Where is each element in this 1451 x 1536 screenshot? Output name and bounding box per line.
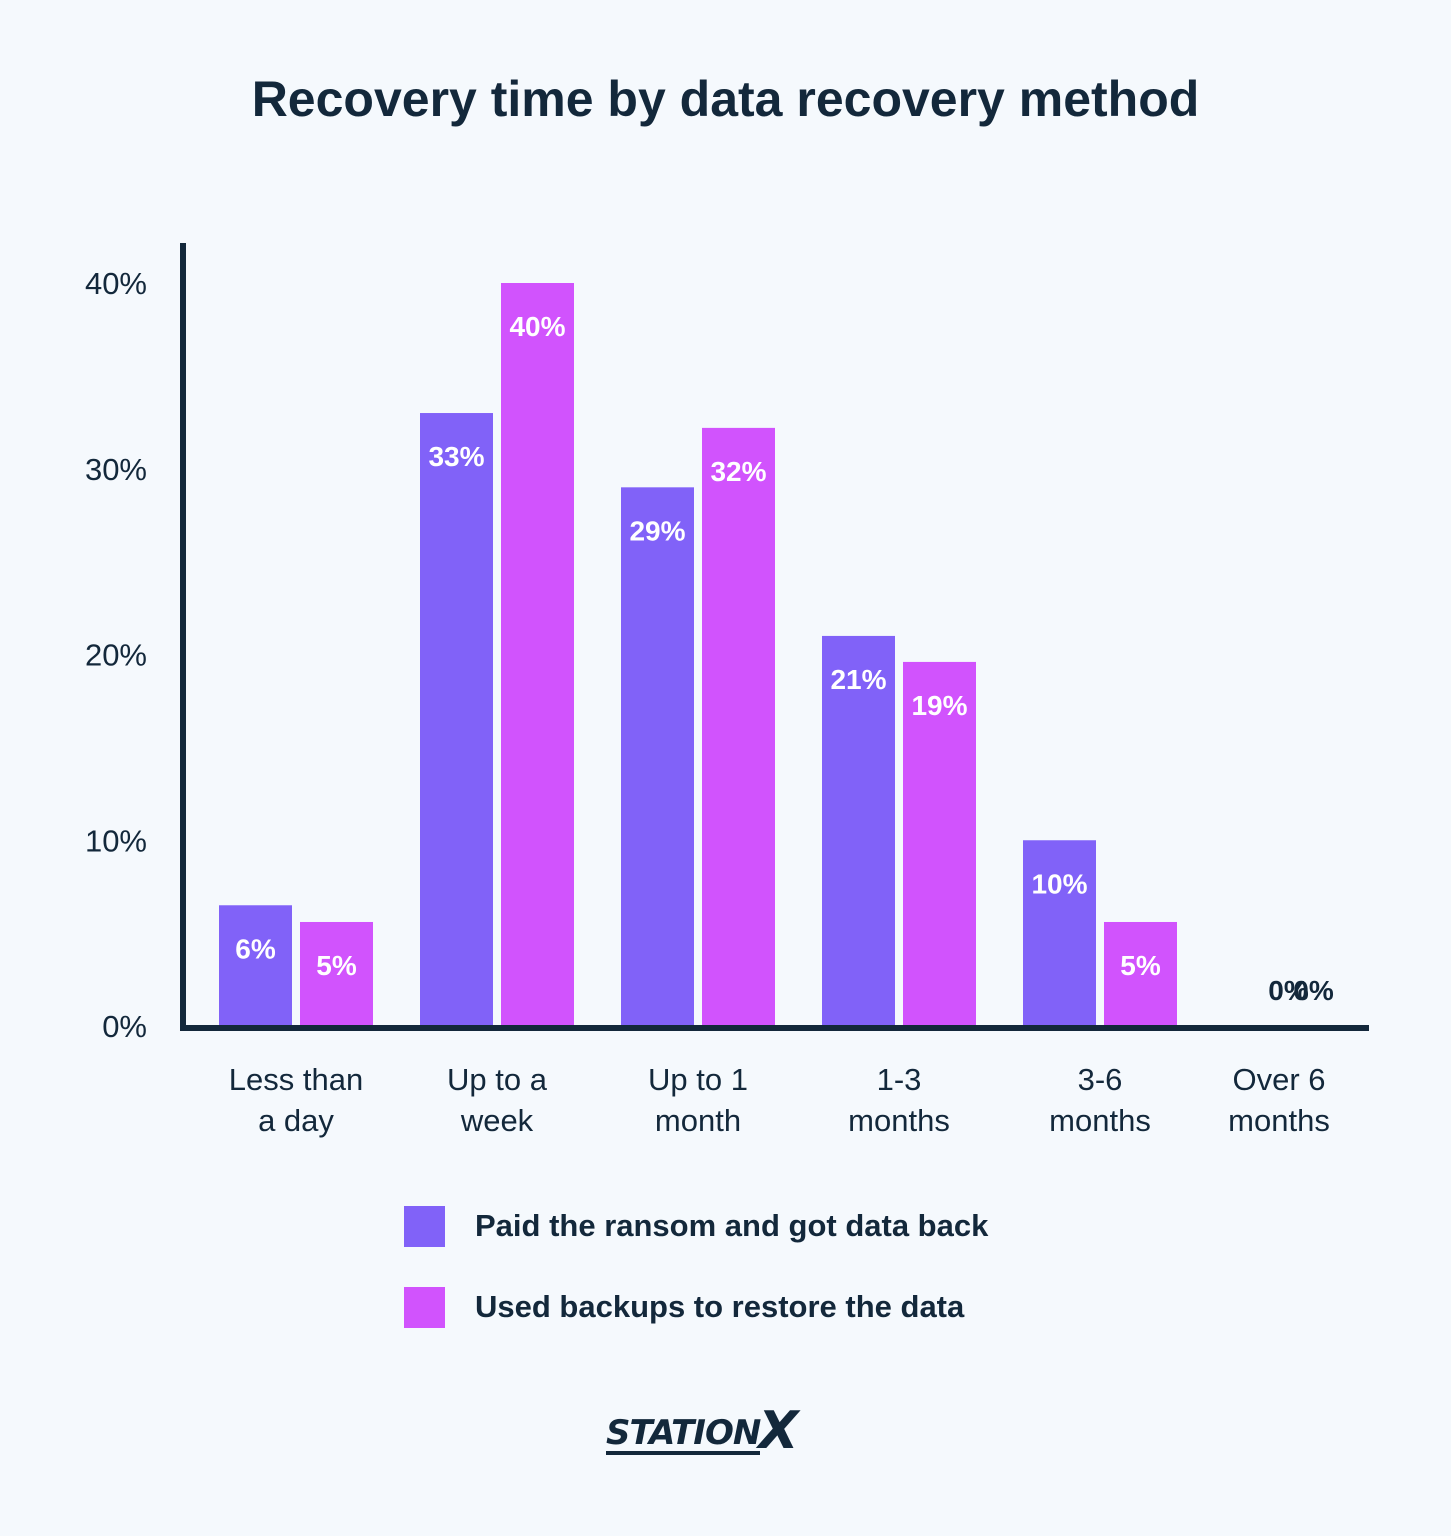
bar-value-label: 33%: [428, 441, 484, 472]
x-tick-label: Over 6: [1232, 1062, 1325, 1097]
x-tick-label: 3-6: [1078, 1062, 1123, 1097]
bar: [702, 427, 775, 1026]
legend-item-used-backups: Used backups to restore the data: [404, 1286, 988, 1328]
y-tick-label: 20%: [85, 638, 147, 673]
bar: [300, 921, 373, 1026]
x-tick-label: months: [848, 1103, 950, 1138]
logo-x-mark: X: [758, 1401, 799, 1461]
x-tick-label: 1-3: [877, 1062, 922, 1097]
bar: [219, 905, 292, 1026]
x-tick-label: Less than: [229, 1062, 363, 1097]
legend-label-paid-ransom: Paid the ransom and got data back: [475, 1208, 989, 1243]
bar: [420, 413, 493, 1026]
bar-value-label: 32%: [710, 456, 766, 487]
bar: [501, 283, 574, 1026]
bar: [903, 661, 976, 1026]
legend-item-paid-ransom: Paid the ransom and got data back: [404, 1205, 988, 1247]
x-tick-label: a day: [258, 1103, 334, 1138]
y-tick-label: 40%: [85, 266, 147, 301]
y-tick-label: 0%: [102, 1009, 147, 1044]
x-tick-label: month: [655, 1103, 741, 1138]
x-tick-label: week: [460, 1103, 534, 1138]
y-tick-label: 30%: [85, 452, 147, 487]
legend: Paid the ransom and got data back Used b…: [404, 1205, 988, 1367]
legend-label-used-backups: Used backups to restore the data: [475, 1289, 965, 1324]
bar-value-label: 29%: [629, 515, 685, 546]
logo-wordmark: STATION: [606, 1412, 761, 1455]
bar-value-label: 40%: [509, 311, 565, 342]
chart-title: Recovery time by data recovery method: [251, 71, 1200, 127]
bar: [822, 635, 895, 1026]
legend-swatch-paid-ransom: [404, 1205, 445, 1247]
bar-value-label: 0%: [1293, 975, 1334, 1006]
bar: [1023, 840, 1096, 1026]
x-tick-label: Up to 1: [648, 1062, 748, 1097]
bar-value-label: 6%: [235, 933, 276, 964]
stationx-logo: STATION X: [606, 1401, 799, 1461]
bar: [621, 487, 694, 1026]
bar-value-label: 19%: [911, 690, 967, 721]
bar-value-label: 0%: [1268, 975, 1309, 1006]
bar-value-label: 10%: [1031, 868, 1087, 899]
x-tick-label: Up to a: [447, 1062, 548, 1097]
bar: [1104, 921, 1177, 1026]
legend-swatch-used-backups: [404, 1286, 445, 1328]
y-tick-label: 10%: [85, 823, 147, 858]
bar-value-label: 5%: [316, 950, 357, 981]
bar-value-label: 5%: [1120, 950, 1161, 981]
bar-value-label: 21%: [830, 664, 886, 695]
x-tick-label: months: [1228, 1103, 1330, 1138]
x-tick-label: months: [1049, 1103, 1151, 1138]
